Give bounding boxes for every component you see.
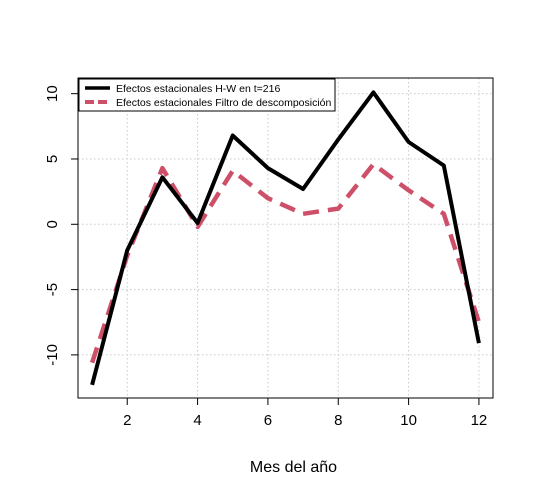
x-tick-label: 4	[193, 412, 201, 429]
y-tick-label: 10	[44, 85, 61, 102]
series-line-hw	[90, 90, 481, 386]
y-tick-label: -10	[44, 344, 61, 366]
plot-frame	[77, 77, 494, 399]
x-tick-label: 2	[123, 412, 131, 429]
y-tick-label: 5	[44, 155, 61, 163]
y-tick-label: -5	[44, 283, 61, 296]
y-tick-label: 0	[44, 220, 61, 228]
axis-layer: 2 4 6 8 10 12 -10 -5 0 5 10	[44, 85, 487, 429]
legend: Efectos estacionales H-W en t=216 Efecto…	[78, 78, 336, 112]
series-line-filtro	[89, 161, 482, 364]
x-tick-label: 8	[334, 412, 342, 429]
legend-label-filtro: Efectos estacionales Filtro de descompos…	[116, 97, 332, 109]
series-layer	[89, 90, 482, 386]
legend-box	[78, 78, 336, 112]
grid-layer	[78, 78, 493, 398]
legend-label-hw: Efectos estacionales H-W en t=216	[116, 83, 280, 95]
x-tick-label: 12	[471, 412, 488, 429]
x-tick-label: 10	[400, 412, 417, 429]
x-tick-label: 6	[264, 412, 272, 429]
x-axis-label: Mes del año	[250, 459, 337, 476]
